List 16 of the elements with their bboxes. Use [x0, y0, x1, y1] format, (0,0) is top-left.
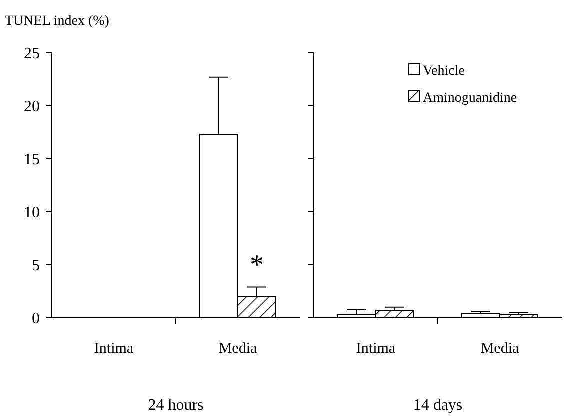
y-tick-label: 0 [32, 310, 40, 328]
x-tick-label: Intima [94, 341, 134, 357]
legend-label: Vehicle [423, 64, 465, 79]
y-tick-label: 5 [32, 258, 40, 275]
x-tick-label: Media [218, 341, 258, 357]
x-tick-label: Intima [356, 341, 396, 357]
y-tick-label: 25 [24, 46, 40, 63]
y-axis-title: TUNEL index (%) [5, 14, 110, 29]
x-axis-title: 14 days [413, 397, 463, 414]
annotation: * [250, 250, 264, 281]
y-tick-label: 20 [24, 98, 40, 116]
y-tick-label: 10 [24, 204, 40, 222]
x-axis-title: 24 hours [148, 397, 204, 414]
y-tick-label: 15 [24, 152, 40, 169]
x-tick-label: Media [480, 341, 520, 357]
legend-label: Aminoguanidine [423, 90, 518, 106]
